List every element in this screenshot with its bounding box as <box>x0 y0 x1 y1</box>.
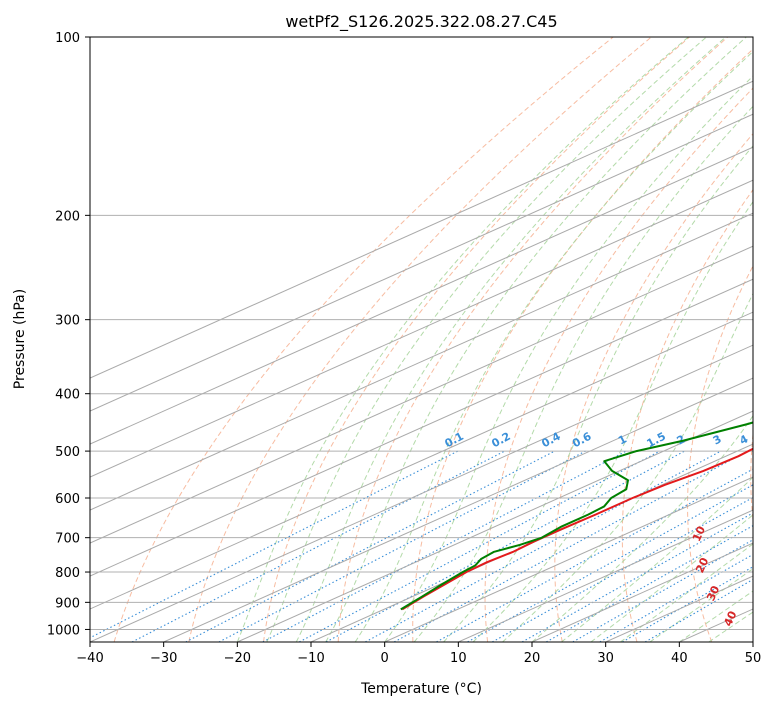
isotherm-line <box>237 410 753 642</box>
moist-adiabat-line <box>325 37 747 642</box>
x-tick-label: 40 <box>671 651 688 666</box>
y-tick-label: 500 <box>55 445 80 460</box>
moist-adiabat-line <box>266 37 707 642</box>
mixing-ratio-line <box>218 450 586 642</box>
moist-adiabats <box>236 37 753 642</box>
moist-adiabat-line <box>384 75 753 642</box>
x-axis-label: Temperature (°C) <box>360 681 482 697</box>
isotherm-line <box>90 146 753 445</box>
dry-adiabat-line <box>412 48 753 642</box>
chart-title: wetPf2_S126.2025.322.08.27.C45 <box>285 12 557 32</box>
isotherm-line <box>90 311 753 610</box>
moist-adiabat-line <box>443 145 753 642</box>
x-tick-label: 20 <box>524 651 541 666</box>
isotherm-line <box>90 344 753 642</box>
mixing-ratio-line <box>185 450 555 642</box>
moist-adiabat-line <box>649 568 753 642</box>
mixing-ratio-line <box>622 566 753 642</box>
y-tick-label: 300 <box>55 314 80 329</box>
isotherm-label: 20 <box>693 555 711 575</box>
x-tick-label: −10 <box>297 651 324 666</box>
dry-adiabat-line <box>621 188 753 642</box>
isotherm-line <box>163 377 753 642</box>
isotherm-label: 40 <box>721 609 739 629</box>
moist-adiabat-line <box>236 37 689 642</box>
isotherm-line <box>90 212 753 511</box>
y-tick-label: 100 <box>55 31 80 46</box>
isotherm-label: 0 <box>759 464 774 477</box>
y-tick-label: 600 <box>55 492 80 507</box>
pressure-gridlines <box>90 37 753 630</box>
y-tick-label: 700 <box>55 532 80 547</box>
moist-adiabat-line <box>472 200 753 642</box>
mixing-ratio-label: 0.4 <box>539 430 563 451</box>
isotherm-line <box>752 641 753 642</box>
y-axis-label: Pressure (hPa) <box>12 289 28 389</box>
isotherm-label: 30 <box>704 583 722 603</box>
isotherm-line <box>458 509 753 642</box>
x-tick-label: 50 <box>745 651 762 666</box>
mixing-ratio-label: 0.1 <box>443 430 466 451</box>
isotherms <box>90 80 753 642</box>
mixing-ratio-line <box>90 450 459 639</box>
y-axis-ticks: 100 200 300 400 500 600 700 800 900 1000 <box>47 31 90 638</box>
isotherm-label: 10 <box>690 524 708 544</box>
moist-adiabat-line <box>531 414 753 642</box>
mixing-ratio-line <box>436 468 753 642</box>
isotherm-line <box>90 179 753 478</box>
x-tick-label: 0 <box>381 651 389 666</box>
x-axis-ticks: −40 −30 −20 −10 0 10 20 30 40 50 <box>76 642 761 666</box>
isotherm-line <box>90 245 753 544</box>
mixing-ratio-line <box>599 553 753 642</box>
sounding-series <box>400 421 753 611</box>
dry-adiabat-line <box>263 37 690 642</box>
moist-adiabat-line <box>708 611 753 642</box>
x-tick-label: −30 <box>150 651 177 666</box>
isotherm-line <box>531 542 753 642</box>
mixing-ratio-line <box>262 450 627 642</box>
mixing-ratio-label: 0.6 <box>570 430 594 451</box>
x-tick-label: 30 <box>597 651 614 666</box>
y-tick-label: 200 <box>55 209 80 224</box>
y-tick-label: 1000 <box>47 623 80 638</box>
isotherm-line <box>90 80 753 379</box>
dry-adiabat-line <box>554 132 753 642</box>
moist-adiabat-line <box>620 543 753 642</box>
y-tick-label: 800 <box>55 566 80 581</box>
plot-area: -100-90-80-70-60-50-40-30-20-10010203040… <box>90 37 774 642</box>
isotherm-line <box>384 476 753 642</box>
dry-adiabat-line <box>113 37 614 642</box>
x-tick-label: −40 <box>76 651 103 666</box>
isotherm-line <box>310 443 753 642</box>
isotherm-line <box>90 278 753 577</box>
dry-adiabat-line <box>188 37 652 642</box>
y-tick-label: 400 <box>55 388 80 403</box>
plot-frame <box>89 36 754 643</box>
dry-adiabat-line <box>484 87 753 642</box>
isotherm-line <box>90 113 753 412</box>
x-tick-label: −20 <box>224 651 251 666</box>
moist-adiabat-line <box>561 476 753 642</box>
x-tick-label: 10 <box>450 651 467 666</box>
dry-adiabat-line <box>687 264 753 642</box>
moist-adiabat-line <box>679 590 753 642</box>
y-tick-label: 900 <box>55 596 80 611</box>
temperature-profile-line <box>401 447 753 611</box>
mixing-ratio-label: 3 <box>711 432 724 447</box>
isotherm-line <box>679 608 753 642</box>
dry-adiabat-line <box>750 430 753 525</box>
mixing-ratio-line <box>365 450 722 642</box>
mixing-ratio-label: 4 <box>737 432 750 447</box>
dewpoint-profile-line <box>400 421 753 611</box>
dry-adiabat-line <box>337 37 728 642</box>
moist-adiabat-line <box>354 50 753 642</box>
mixing-ratio-label: 0.2 <box>489 430 512 451</box>
